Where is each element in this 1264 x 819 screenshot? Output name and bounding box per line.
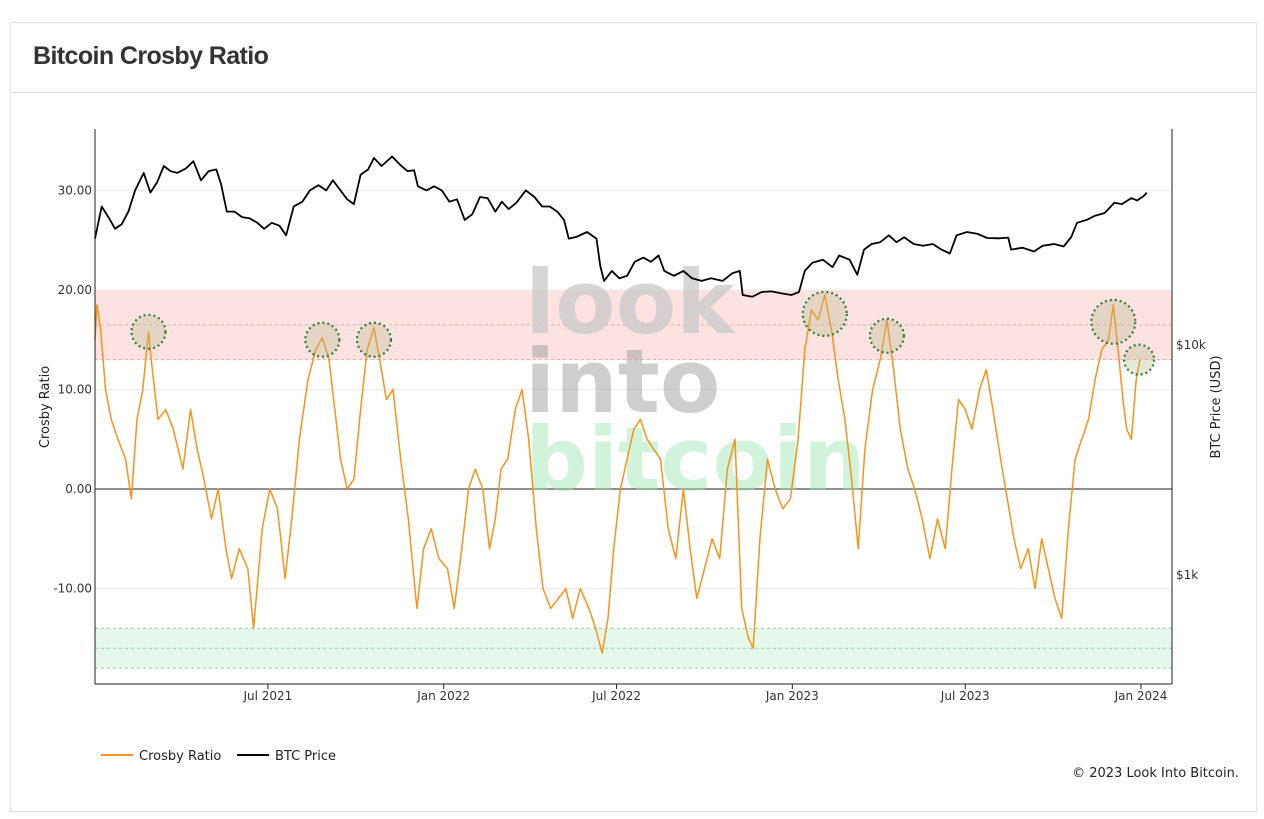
y-left-tick-label: 30.00 <box>58 184 92 198</box>
legend-label-btc: BTC Price <box>275 749 336 764</box>
chart-legend: Crosby Ratio BTC Price <box>101 749 336 764</box>
x-tick-label: Jan 2023 <box>765 689 819 703</box>
card-header: Bitcoin Crosby Ratio <box>11 23 1256 93</box>
peak-markers <box>130 290 1156 376</box>
x-tick-label: Jul 2021 <box>242 689 292 703</box>
chart-series <box>94 155 1148 654</box>
legend-label-crosby: Crosby Ratio <box>139 749 221 764</box>
ratio-bands <box>95 289 1172 669</box>
peak-marker-3 <box>801 290 848 337</box>
chart-card: Bitcoin Crosby Ratio <box>10 22 1257 812</box>
y-left-tick-label: 10.00 <box>58 383 92 397</box>
page-title: Bitcoin Crosby Ratio <box>33 42 269 70</box>
y-left-tick-label: 20.00 <box>58 283 92 297</box>
x-tick-label: Jul 2023 <box>940 689 990 703</box>
peak-marker-4 <box>868 317 906 354</box>
y-right-tick-label: $10k <box>1176 338 1206 352</box>
watermark-bitcoin: bitcoin <box>525 408 866 511</box>
watermark-into: into <box>525 330 720 433</box>
y-left-tick-label: 0.00 <box>65 482 92 496</box>
peak-marker-1 <box>304 321 341 358</box>
watermark-logo: look into bitcoin <box>525 251 866 511</box>
y-left-tick-label: -10.00 <box>53 582 92 596</box>
peak-marker-2 <box>355 321 393 358</box>
peak-marker-5 <box>1090 298 1137 345</box>
y-right-tick-label: $1k <box>1176 568 1198 582</box>
band-1 <box>95 628 1172 669</box>
crosby-ratio-line <box>94 294 1141 654</box>
peak-marker-6 <box>1122 343 1156 376</box>
x-tick-label: Jan 2022 <box>416 689 470 703</box>
band-0 <box>95 290 1172 360</box>
btc-price-line <box>94 155 1148 298</box>
chart-axes: 30.00 20.00 10.00 0.00 -10.00 $10k $1k Jul 2021… <box>38 129 1224 703</box>
x-tick-label: Jan 2024 <box>1114 689 1168 703</box>
x-tick-label: Jul 2022 <box>591 689 641 703</box>
copyright-text: © 2023 Look Into Bitcoin. <box>1072 766 1239 781</box>
y-right-axis-title: BTC Price (USD) <box>1209 355 1224 458</box>
y-left-axis-title: Crosby Ratio <box>38 366 53 448</box>
grid-lines <box>95 190 1172 589</box>
peak-marker-0 <box>130 313 167 350</box>
